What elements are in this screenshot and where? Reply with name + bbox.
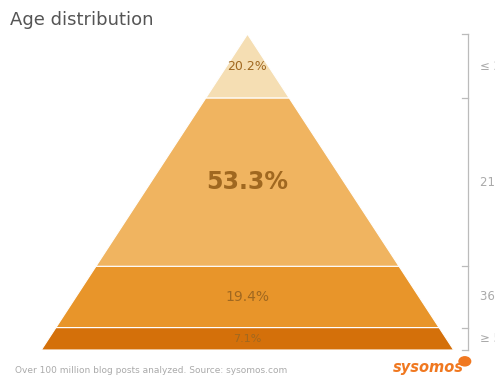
Polygon shape [96,98,399,266]
Polygon shape [41,328,453,350]
Text: Age distribution: Age distribution [10,12,153,29]
Text: 20.2%: 20.2% [228,59,267,73]
Text: sysomos: sysomos [393,360,463,375]
Text: 7.1%: 7.1% [233,334,262,344]
Text: 53.3%: 53.3% [206,170,289,194]
Text: ≤ 20 yrs: ≤ 20 yrs [480,59,495,73]
Text: 19.4%: 19.4% [226,290,269,304]
Polygon shape [56,266,439,328]
Polygon shape [206,34,289,98]
Text: 36 - 50 yrs: 36 - 50 yrs [480,290,495,303]
Text: ≥ 51 yrs: ≥ 51 yrs [480,332,495,345]
Text: 21 - 35 yrs: 21 - 35 yrs [480,176,495,189]
Circle shape [459,357,471,366]
Text: Over 100 million blog posts analyzed. Source: sysomos.com: Over 100 million blog posts analyzed. So… [15,366,287,375]
